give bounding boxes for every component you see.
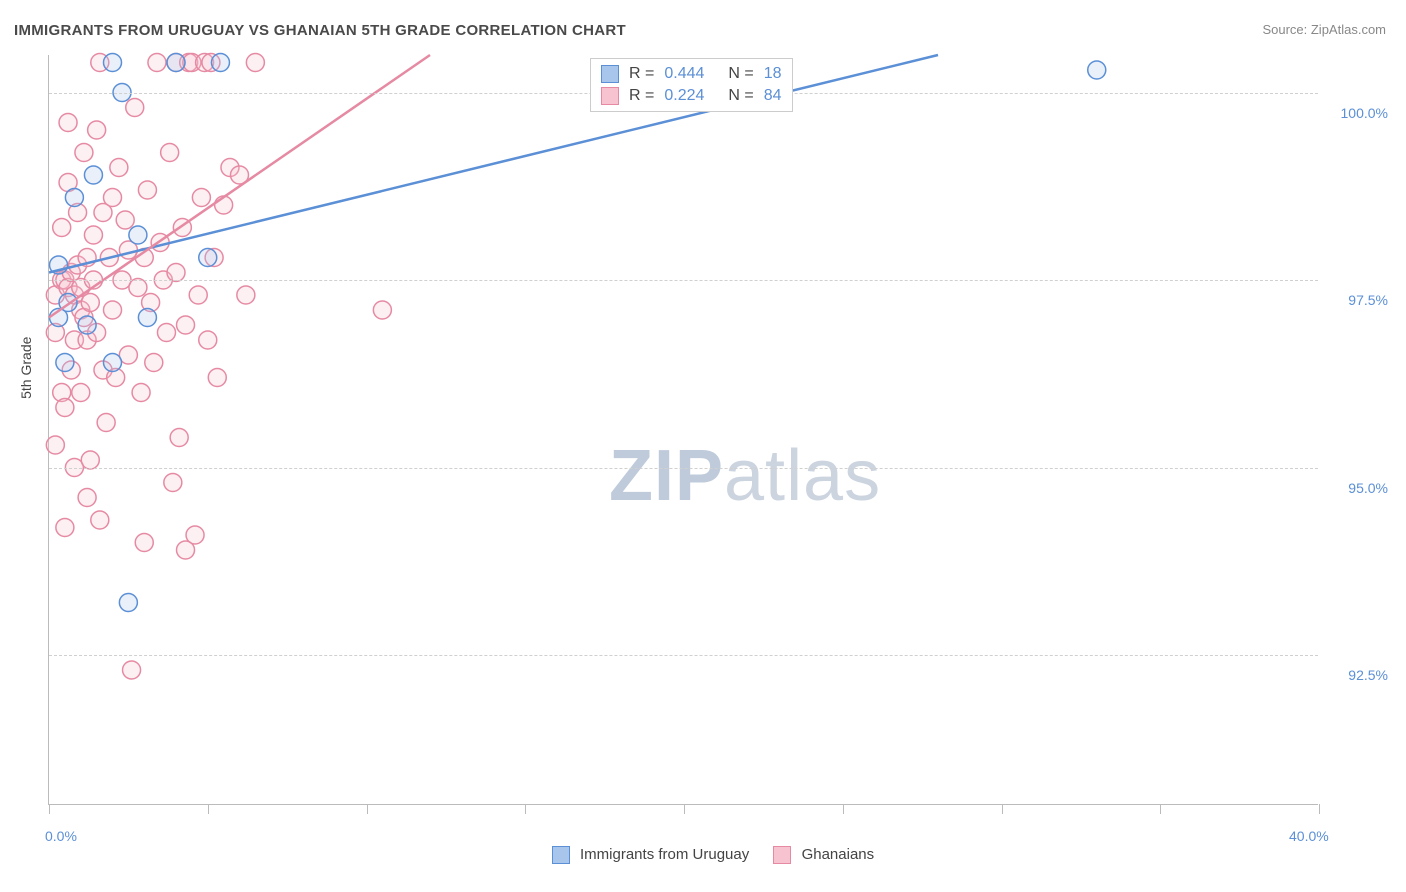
legend-row-uruguay: R = 0.444 N = 18 (601, 63, 782, 85)
x-tick-label: 0.0% (45, 828, 77, 844)
legend-label-uruguay: Immigrants from Uruguay (580, 846, 749, 863)
y-tick-label: 95.0% (1348, 480, 1388, 496)
r-value-uruguay: 0.444 (664, 65, 704, 83)
n-label: N = (728, 87, 753, 105)
x-tick (208, 804, 209, 814)
plot-area: ZIPatlas 92.5%95.0%97.5%100.0%0.0%40.0% (48, 55, 1318, 805)
x-tick-label: 40.0% (1289, 828, 1329, 844)
legend-label-ghanaians: Ghanaians (802, 846, 875, 863)
r-value-ghanaians: 0.224 (664, 87, 704, 105)
n-value-ghanaians: 84 (764, 87, 782, 105)
y-tick-label: 100.0% (1341, 105, 1388, 121)
y-axis-label: 5th Grade (18, 337, 34, 399)
swatch-ghanaians-bottom (773, 846, 791, 864)
x-tick (1160, 804, 1161, 814)
x-tick (525, 804, 526, 814)
r-label: R = (629, 65, 654, 83)
x-tick (1319, 804, 1320, 814)
bottom-legend: Immigrants from Uruguay Ghanaians (0, 846, 1406, 864)
swatch-uruguay (601, 65, 619, 83)
x-tick (684, 804, 685, 814)
gridline (49, 280, 1318, 281)
source-attribution: Source: ZipAtlas.com (1262, 22, 1386, 37)
gridline (49, 468, 1318, 469)
chart-title: IMMIGRANTS FROM URUGUAY VS GHANAIAN 5TH … (14, 22, 626, 39)
swatch-uruguay-bottom (552, 846, 570, 864)
x-tick (843, 804, 844, 814)
y-tick-label: 92.5% (1348, 667, 1388, 683)
correlation-legend: R = 0.444 N = 18 R = 0.224 N = 84 (590, 58, 793, 112)
legend-row-ghanaians: R = 0.224 N = 84 (601, 85, 782, 107)
gridline (49, 655, 1318, 656)
swatch-ghanaians (601, 87, 619, 105)
y-tick-label: 97.5% (1348, 292, 1388, 308)
n-value-uruguay: 18 (764, 65, 782, 83)
chart-svg (49, 55, 1318, 804)
x-tick (49, 804, 50, 814)
x-tick (1002, 804, 1003, 814)
x-tick (367, 804, 368, 814)
r-label: R = (629, 87, 654, 105)
n-label: N = (728, 65, 753, 83)
